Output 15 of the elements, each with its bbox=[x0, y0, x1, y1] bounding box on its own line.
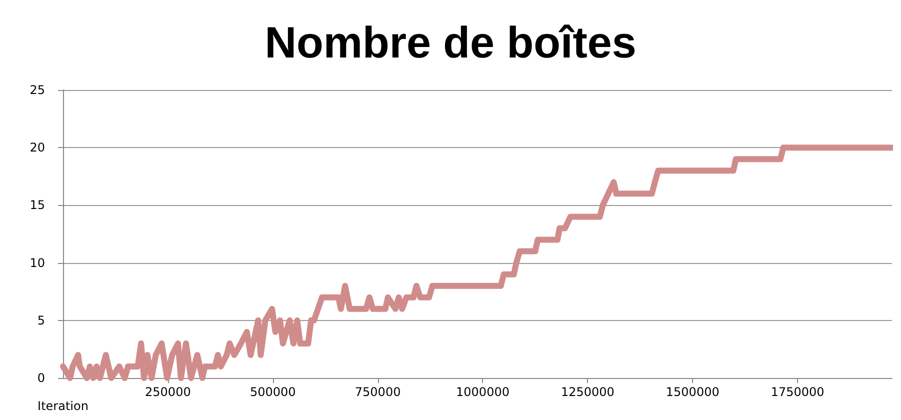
x-tick-label: 750000 bbox=[354, 385, 401, 399]
y-tick-label: 0 bbox=[37, 371, 45, 385]
y-tick-label: 15 bbox=[30, 198, 45, 212]
x-tick-label: 500000 bbox=[250, 385, 296, 399]
x-tick-label: 1750000 bbox=[770, 385, 824, 399]
y-tick-label: 5 bbox=[37, 313, 45, 328]
x-tick-label: 1500000 bbox=[666, 385, 720, 399]
x-tick-label: 1250000 bbox=[560, 385, 614, 399]
chart-title: Nombre de boîtes bbox=[264, 18, 636, 68]
y-tick-label: 25 bbox=[30, 83, 45, 97]
x-tick-label: 1000000 bbox=[456, 385, 510, 399]
x-tick-label: 250000 bbox=[145, 385, 191, 399]
x-axis-title: Iteration bbox=[38, 399, 88, 413]
y-tick-label: 10 bbox=[30, 256, 45, 270]
y-tick-label: 20 bbox=[30, 140, 45, 155]
